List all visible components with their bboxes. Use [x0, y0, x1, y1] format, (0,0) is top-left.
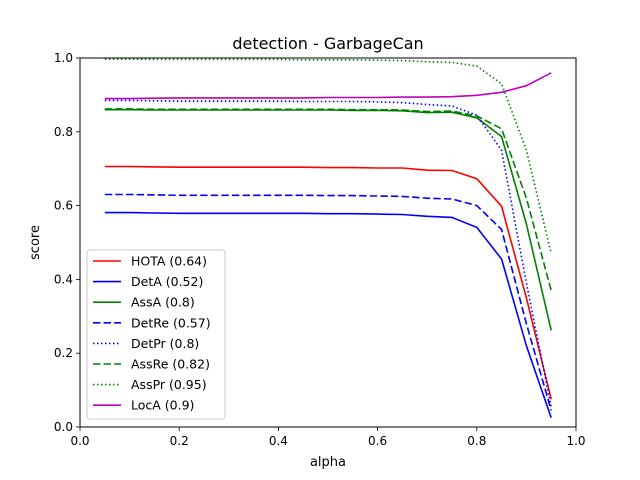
y-tick-label: 0.4 [54, 272, 73, 286]
legend-box [86, 249, 226, 420]
legend-label: HOTA (0.64) [131, 254, 207, 269]
y-tick-label: 1.0 [54, 51, 73, 65]
x-tick-label: 0.0 [70, 434, 89, 448]
legend: HOTA (0.64) DetA (0.52) AssA (0.8) DetRe (0… [86, 249, 226, 420]
legend-label: DetRe (0.57) [131, 315, 211, 330]
plot-frame [79, 57, 577, 428]
x-axis-label: alpha [310, 455, 346, 470]
y-tick-label: 0.6 [54, 199, 73, 213]
series-line-5 [104, 108, 552, 291]
legend-label: LocA (0.9) [131, 398, 194, 413]
legend-label: DetPr (0.8) [131, 336, 199, 351]
y-axis-label: score [28, 225, 43, 260]
y-tick-label: 0.8 [54, 125, 73, 139]
series-line-0 [104, 165, 552, 400]
x-tick-label: 0.6 [368, 434, 387, 448]
plot-lines [104, 58, 552, 419]
legend-label: AssPr (0.95) [131, 377, 207, 392]
x-tick-label: 0.2 [170, 434, 189, 448]
series-line-3 [104, 193, 552, 411]
legend-label: DetA (0.52) [131, 274, 203, 289]
series-line-6 [104, 58, 552, 254]
y-axis-ticks: 0.0 0.2 0.4 0.6 0.8 1.0 [54, 51, 80, 434]
x-tick-label: 0.4 [269, 434, 288, 448]
chart-title: detection - GarbageCan [232, 34, 423, 53]
legend-label: AssRe (0.82) [131, 357, 210, 372]
y-tick-label: 0.2 [54, 346, 73, 360]
x-tick-label: 1.0 [566, 434, 585, 448]
x-tick-label: 0.8 [467, 434, 486, 448]
legend-label: AssA (0.8) [131, 295, 195, 310]
y-tick-label: 0.0 [54, 420, 73, 434]
series-line-7 [104, 72, 552, 100]
series-line-1 [104, 211, 552, 419]
x-axis-ticks: 0.0 0.2 0.4 0.6 0.8 1.0 [70, 427, 586, 448]
